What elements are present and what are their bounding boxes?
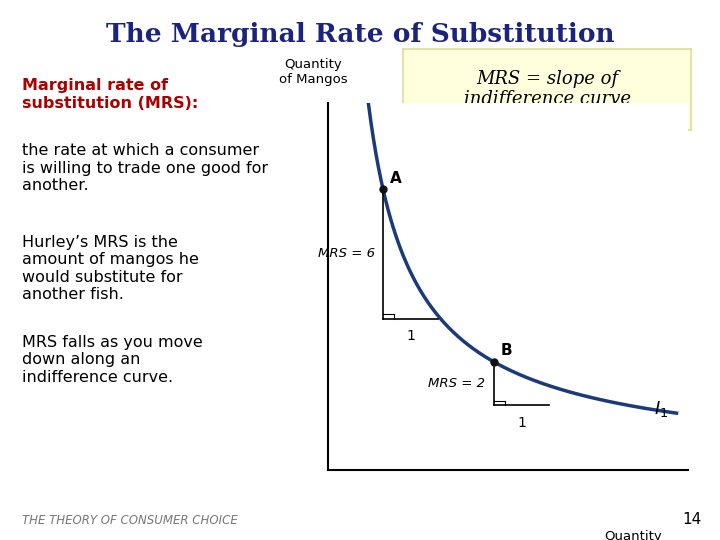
Text: the rate at which a consumer
is willing to trade one good for
another.: the rate at which a consumer is willing … <box>22 143 268 193</box>
Text: Hurley’s MRS is the
amount of mangos he
would substitute for
another fish.: Hurley’s MRS is the amount of mangos he … <box>22 235 199 302</box>
Text: A: A <box>390 171 401 186</box>
Text: B: B <box>500 343 512 359</box>
Text: Quantity
of Mangos: Quantity of Mangos <box>279 58 348 86</box>
Text: MRS falls as you move
down along an
indifference curve.: MRS falls as you move down along an indi… <box>22 335 202 384</box>
Text: 1: 1 <box>406 329 415 343</box>
Text: MRS = 2: MRS = 2 <box>428 377 485 390</box>
Text: 14: 14 <box>683 511 702 526</box>
Text: Quantity
of Fish: Quantity of Fish <box>605 530 662 540</box>
Text: THE THEORY OF CONSUMER CHOICE: THE THEORY OF CONSUMER CHOICE <box>22 514 238 526</box>
Text: MRS = 6: MRS = 6 <box>318 247 374 260</box>
Text: MRS = slope of
indifference curve: MRS = slope of indifference curve <box>464 70 631 109</box>
Text: Marginal rate of
substitution (MRS):: Marginal rate of substitution (MRS): <box>22 78 198 111</box>
Text: 1: 1 <box>517 416 526 430</box>
Text: The Marginal Rate of Substitution: The Marginal Rate of Substitution <box>106 22 614 46</box>
Text: $\mathit{I}_1$: $\mathit{I}_1$ <box>654 399 669 419</box>
